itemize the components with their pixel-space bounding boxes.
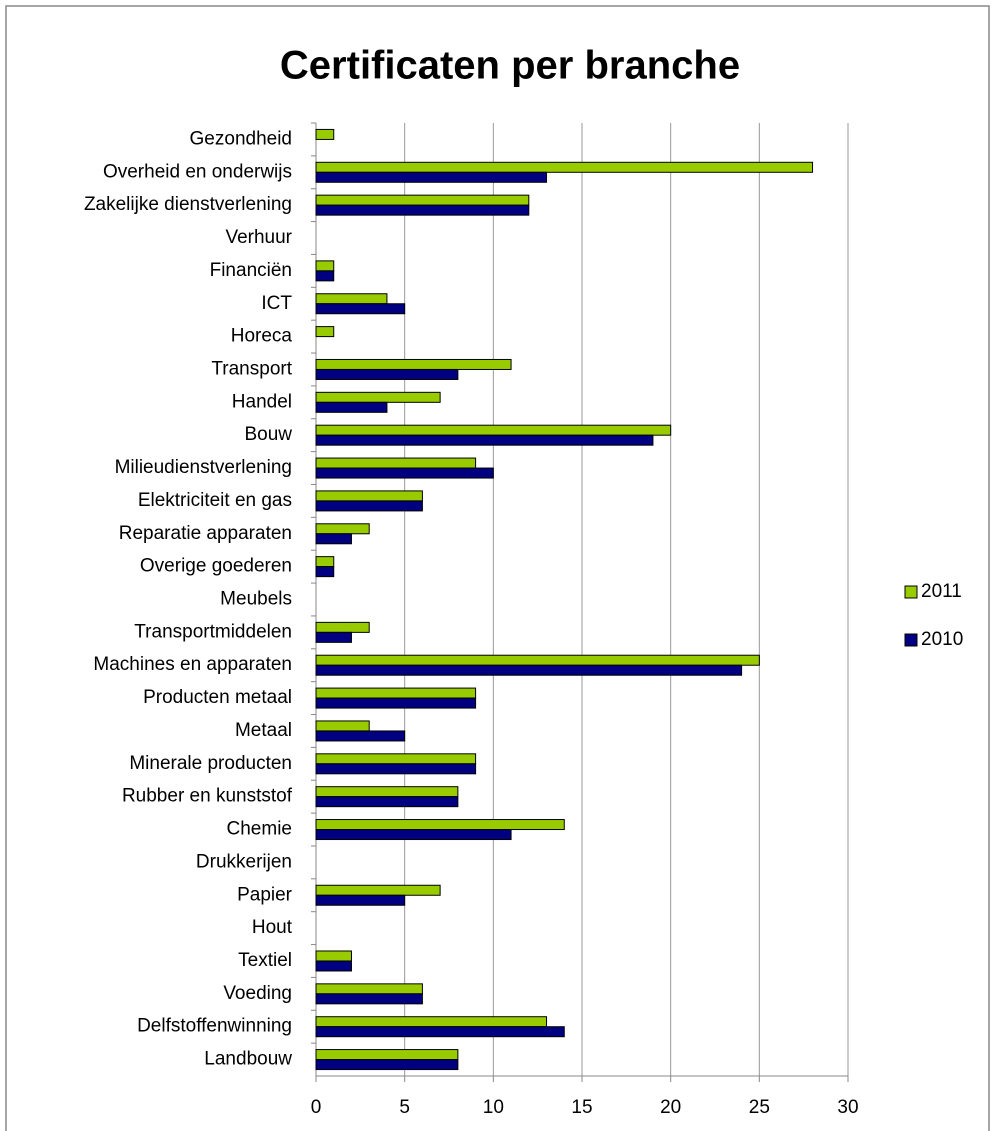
y-tick-label: Transport bbox=[211, 358, 292, 379]
bar bbox=[315, 894, 406, 906]
bar bbox=[315, 161, 814, 173]
bar bbox=[315, 358, 512, 370]
bar bbox=[315, 533, 352, 545]
y-tick-label: Gezondheid bbox=[190, 128, 292, 149]
x-tick-label: 5 bbox=[399, 1097, 410, 1118]
y-tick-label: Metaal bbox=[235, 720, 292, 741]
bar bbox=[315, 128, 335, 140]
bar bbox=[315, 171, 548, 183]
bar bbox=[315, 326, 335, 338]
y-tick-label: Horeca bbox=[231, 326, 293, 347]
bar bbox=[315, 270, 335, 282]
x-tick-label: 0 bbox=[311, 1097, 322, 1118]
bar bbox=[315, 786, 459, 798]
bar bbox=[315, 391, 441, 403]
bar bbox=[315, 1049, 459, 1061]
bar bbox=[315, 763, 477, 775]
y-tick-label: Landbouw bbox=[204, 1049, 292, 1070]
legend-label: 2011 bbox=[921, 581, 962, 602]
bar bbox=[315, 687, 477, 699]
bar bbox=[315, 697, 477, 709]
bar bbox=[315, 1059, 459, 1071]
y-tick-label: Chemie bbox=[227, 819, 292, 840]
y-tick-label: Overheid en onderwijs bbox=[103, 161, 292, 182]
y-tick-label: Zakelijke dienstverlening bbox=[84, 194, 292, 215]
y-tick-label: Textiel bbox=[238, 950, 292, 971]
bar bbox=[315, 523, 370, 535]
y-tick-label: Rubber en kunststof bbox=[122, 786, 293, 807]
y-tick-label: Milieudienstverlening bbox=[115, 457, 292, 478]
bar bbox=[315, 730, 406, 742]
y-tick-label: Machines en apparaten bbox=[93, 654, 292, 675]
y-tick-label: Drukkerijen bbox=[196, 851, 292, 872]
y-tick-label: Verhuur bbox=[225, 227, 292, 248]
bar bbox=[315, 753, 477, 765]
x-tick-label: 30 bbox=[837, 1097, 858, 1118]
y-tick-label: Overige goederen bbox=[140, 556, 292, 577]
bar bbox=[315, 960, 352, 972]
x-tick-label: 15 bbox=[571, 1097, 592, 1118]
y-tick-label: Reparatie apparaten bbox=[119, 523, 292, 544]
bar bbox=[315, 303, 406, 315]
bar bbox=[315, 500, 423, 512]
bar bbox=[315, 566, 335, 578]
x-tick-label: 25 bbox=[749, 1097, 770, 1118]
y-tick-label: ICT bbox=[261, 293, 292, 314]
bar bbox=[315, 293, 388, 305]
bar bbox=[315, 467, 494, 479]
y-tick-label: Transportmiddelen bbox=[134, 621, 292, 642]
bar bbox=[315, 621, 370, 633]
bar bbox=[315, 1016, 548, 1028]
bar bbox=[315, 950, 352, 962]
bar bbox=[315, 884, 441, 896]
y-tick-label: Hout bbox=[252, 917, 293, 938]
bar bbox=[315, 631, 352, 643]
bar bbox=[315, 829, 512, 841]
bar bbox=[315, 260, 335, 272]
y-tick-label: Producten metaal bbox=[143, 687, 292, 708]
y-tick-label: Voeding bbox=[223, 983, 292, 1004]
bar bbox=[315, 819, 565, 831]
chart-title: Certificaten per branche bbox=[280, 44, 740, 88]
y-tick-label: Meubels bbox=[220, 589, 292, 610]
legend-swatch bbox=[904, 585, 918, 599]
bar bbox=[315, 654, 760, 666]
y-tick-label: Papier bbox=[237, 884, 293, 905]
bar bbox=[315, 983, 423, 995]
chart-border bbox=[5, 5, 990, 1131]
bar bbox=[315, 194, 530, 206]
bar bbox=[315, 401, 388, 413]
bar bbox=[315, 664, 743, 676]
bar bbox=[315, 993, 423, 1005]
y-tick-label: Financiën bbox=[210, 260, 292, 281]
legend-label: 2010 bbox=[921, 629, 963, 650]
y-tick-label: Delfstoffenwinning bbox=[137, 1016, 292, 1037]
bar bbox=[315, 368, 459, 380]
bar bbox=[315, 424, 672, 436]
y-tick-label: Elektriciteit en gas bbox=[138, 490, 292, 511]
y-tick-label: Minerale producten bbox=[129, 753, 292, 774]
bar bbox=[315, 457, 477, 469]
bar bbox=[315, 1026, 565, 1038]
y-tick-label: Bouw bbox=[244, 424, 292, 445]
x-tick-label: 10 bbox=[483, 1097, 504, 1118]
x-tick-label: 20 bbox=[660, 1097, 681, 1118]
bar bbox=[315, 720, 370, 732]
bar bbox=[315, 556, 335, 568]
y-tick-label: Handel bbox=[232, 391, 292, 412]
bar bbox=[315, 434, 654, 446]
bar bbox=[315, 204, 530, 216]
legend-swatch bbox=[904, 633, 918, 647]
bar bbox=[315, 490, 423, 502]
bar bbox=[315, 796, 459, 808]
